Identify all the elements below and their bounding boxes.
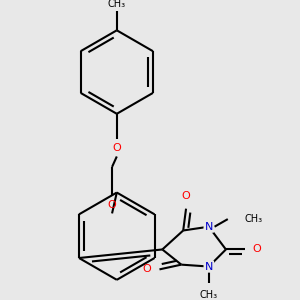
Text: O: O — [253, 244, 262, 254]
Text: CH₃: CH₃ — [108, 0, 126, 9]
Text: O: O — [182, 191, 190, 201]
Text: O: O — [143, 264, 152, 274]
Text: O: O — [112, 143, 121, 153]
Text: N: N — [205, 262, 213, 272]
Text: N: N — [205, 222, 213, 232]
Text: O: O — [108, 200, 116, 210]
Text: CH₃: CH₃ — [245, 214, 263, 224]
Text: CH₃: CH₃ — [200, 290, 218, 300]
